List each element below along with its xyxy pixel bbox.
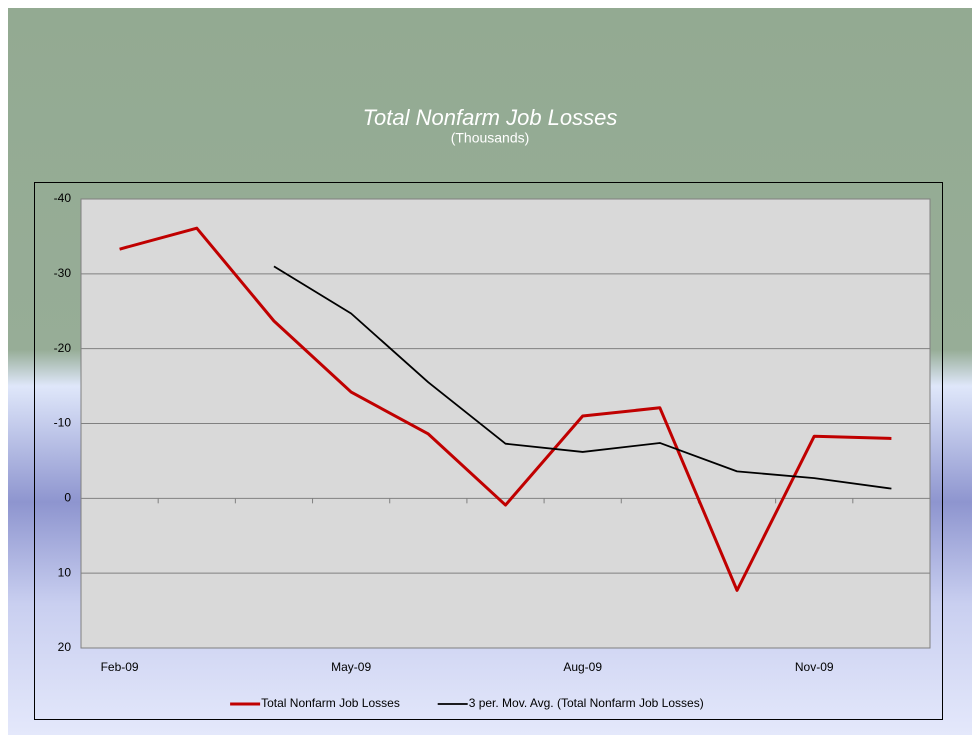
- y-tick-label: -40: [54, 191, 72, 205]
- chart-frame: [34, 182, 943, 720]
- y-tick-label: -20: [54, 341, 72, 355]
- x-tick-label: May-09: [331, 660, 371, 674]
- x-tick-label: Aug-09: [563, 660, 602, 674]
- chart-subtitle: (Thousands): [451, 130, 530, 146]
- y-tick-label: 20: [58, 640, 72, 654]
- y-tick-label: 10: [58, 565, 72, 579]
- chart-title: Total Nonfarm Job Losses: [363, 105, 618, 130]
- x-tick-label: Nov-09: [795, 660, 834, 674]
- y-tick-label: -10: [54, 416, 72, 430]
- x-tick-label: Feb-09: [101, 660, 139, 674]
- y-tick-label: 0: [64, 491, 71, 505]
- legend-label: Total Nonfarm Job Losses: [261, 696, 400, 710]
- y-tick-label: -30: [54, 266, 72, 280]
- series-line: [273, 265, 892, 490]
- series-line: [119, 226, 892, 592]
- legend-label: 3 per. Mov. Avg. (Total Nonfarm Job Loss…: [469, 696, 704, 710]
